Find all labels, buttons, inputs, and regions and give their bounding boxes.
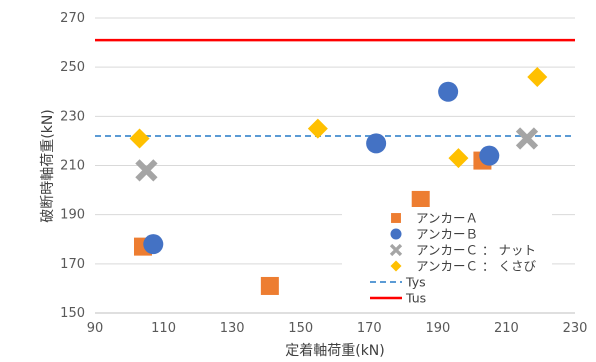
- legend-marker-x: [389, 243, 403, 257]
- legend-label: アンカーＢ: [416, 227, 478, 242]
- data-point-series-3: [515, 127, 539, 150]
- x-tick-label: 130: [220, 321, 245, 336]
- legend-marker-circle: [390, 228, 402, 240]
- y-tick-label: 210: [60, 159, 85, 174]
- x-axis-title: 定着軸荷重(kN): [285, 343, 385, 359]
- x-tick-label: 170: [357, 321, 382, 336]
- data-point-series-2: [143, 234, 164, 255]
- x-tick-label: 230: [563, 321, 588, 336]
- y-tick-label: 150: [60, 306, 85, 321]
- data-points: [129, 67, 548, 295]
- x-axis-ticks: 90 110 130 150 170 190 210 230: [87, 321, 588, 336]
- data-point-series-2: [438, 81, 459, 102]
- data-point-series-4: [448, 148, 469, 169]
- y-tick-label: 190: [60, 208, 85, 223]
- reference-lines: [95, 38, 575, 137]
- data-point-series-1: [260, 276, 279, 295]
- x-tick-label: 210: [494, 321, 519, 336]
- legend-label: アンカーＣ ： ナット: [416, 243, 536, 258]
- legend-label: アンカーＣ ： くさび: [416, 259, 536, 274]
- data-point-series-1: [411, 190, 430, 209]
- y-tick-label: 250: [60, 60, 85, 75]
- y-tick-label: 270: [60, 11, 85, 26]
- y-tick-label: 170: [60, 257, 85, 272]
- data-point-series-2: [479, 145, 500, 166]
- x-tick-label: 110: [151, 321, 176, 336]
- data-point-series-4: [307, 118, 328, 139]
- data-point-series-4: [129, 128, 150, 149]
- y-axis-ticks: 150 170 190 210 230 250 270: [60, 11, 85, 321]
- data-point-series-3: [135, 159, 158, 182]
- legend-label: Tys: [405, 275, 426, 290]
- legend-marker-square: [391, 213, 401, 223]
- x-tick-label: 150: [288, 321, 313, 336]
- grid-lines: [95, 17, 575, 314]
- data-point-series-4: [527, 67, 548, 87]
- y-axis-title: 破断時軸荷重(kN): [40, 109, 56, 223]
- y-tick-label: 230: [60, 109, 85, 124]
- legend-background: [342, 207, 552, 310]
- data-point-series-2: [366, 133, 387, 154]
- legend-label: アンカーＡ: [416, 211, 478, 226]
- legend-marker-diamond: [390, 260, 402, 272]
- legend-label: Tus: [405, 291, 426, 306]
- x-tick-label: 190: [425, 321, 450, 336]
- x-tick-label: 90: [87, 321, 104, 336]
